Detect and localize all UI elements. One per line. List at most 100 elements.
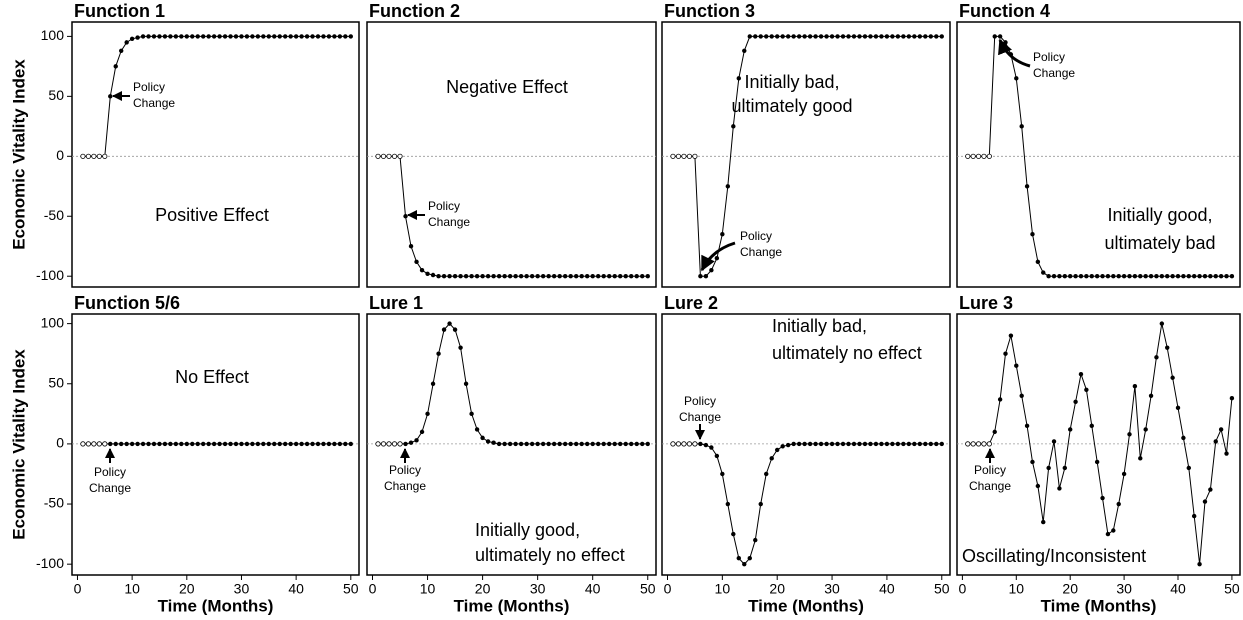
data-point	[640, 441, 645, 447]
data-point	[629, 274, 634, 279]
data-point	[769, 456, 774, 461]
data-point	[1041, 270, 1046, 275]
x-tick-label: 20	[769, 581, 785, 597]
data-point	[380, 153, 387, 159]
data-point	[1132, 274, 1138, 279]
y-tick-label: -100	[36, 267, 64, 283]
data-line	[967, 323, 1233, 565]
data-point	[645, 274, 650, 279]
data-point	[80, 441, 86, 447]
data-point	[386, 153, 392, 159]
data-point	[441, 274, 447, 279]
data-point	[758, 501, 763, 507]
data-point	[1143, 427, 1148, 432]
policy-label: Policy	[94, 465, 126, 479]
data-point	[283, 441, 288, 447]
data-point	[299, 441, 304, 447]
data-point	[895, 441, 901, 447]
data-point	[337, 441, 343, 447]
data-point	[557, 441, 562, 447]
data-point	[742, 561, 747, 567]
data-point	[568, 274, 573, 279]
data-point	[1224, 451, 1229, 456]
annotation: ultimately no effect	[475, 545, 625, 565]
y-tick-label: -50	[44, 207, 64, 223]
data-point	[1024, 423, 1030, 429]
data-point	[742, 48, 747, 53]
data-point	[469, 411, 474, 417]
data-point	[403, 441, 408, 447]
data-point	[233, 441, 239, 447]
data-point	[791, 34, 796, 39]
data-point	[222, 34, 228, 39]
data-point	[970, 441, 976, 447]
data-point	[629, 441, 634, 447]
data-point	[1100, 274, 1105, 279]
data-point	[1105, 274, 1111, 279]
data-point	[686, 441, 693, 447]
data-point	[458, 345, 463, 350]
data-point	[485, 439, 491, 444]
policy-label: Policy	[1033, 50, 1065, 64]
data-point	[179, 441, 184, 447]
data-point	[217, 441, 222, 447]
data-point	[1100, 495, 1105, 501]
data-point	[736, 555, 741, 561]
x-tick-label: 50	[640, 581, 656, 597]
panel-title: Lure 1	[369, 293, 423, 313]
data-point	[250, 34, 255, 39]
data-point	[813, 441, 818, 447]
data-point	[1197, 274, 1202, 279]
data-point	[879, 441, 884, 447]
data-point	[1057, 486, 1062, 491]
data-point	[873, 34, 879, 39]
data-point	[829, 441, 835, 447]
data-point	[1191, 513, 1197, 519]
data-point	[496, 274, 502, 279]
x-tick-label: 10	[420, 581, 436, 597]
data-point	[1143, 274, 1148, 279]
data-point	[513, 274, 518, 279]
x-tick-label: 40	[1170, 581, 1186, 597]
data-point	[769, 34, 774, 39]
data-point	[1030, 459, 1035, 465]
data-point	[474, 427, 480, 432]
data-point	[463, 274, 469, 279]
data-point	[441, 327, 447, 332]
data-point	[1035, 483, 1041, 489]
data-point	[607, 274, 612, 279]
data-point	[780, 34, 785, 39]
data-point	[939, 441, 944, 447]
data-point	[430, 381, 436, 386]
x-tick-label: 50	[934, 581, 950, 597]
data-point	[590, 274, 595, 279]
data-point	[540, 441, 546, 447]
data-point	[1181, 435, 1186, 441]
data-point	[474, 274, 480, 279]
data-point	[645, 441, 650, 447]
data-point	[714, 453, 720, 459]
y-tick-label: 100	[41, 314, 65, 330]
data-point	[124, 40, 129, 45]
data-point	[709, 268, 714, 273]
data-point	[1165, 274, 1170, 279]
data-point	[1051, 439, 1057, 444]
x-tick-label: 20	[1062, 581, 1078, 597]
data-point	[447, 274, 452, 279]
data-point	[1014, 363, 1019, 368]
data-point	[250, 441, 255, 447]
data-point	[975, 441, 982, 447]
data-point	[135, 441, 140, 447]
x-tick-label: 0	[664, 581, 672, 597]
data-point	[640, 274, 645, 279]
data-point	[1186, 465, 1191, 471]
data-point	[596, 441, 601, 447]
data-point	[491, 440, 496, 445]
data-point	[758, 34, 763, 39]
data-point	[1062, 274, 1068, 279]
data-point	[195, 34, 200, 39]
data-point	[233, 34, 239, 39]
data-point	[524, 274, 529, 279]
data-point	[698, 274, 703, 279]
